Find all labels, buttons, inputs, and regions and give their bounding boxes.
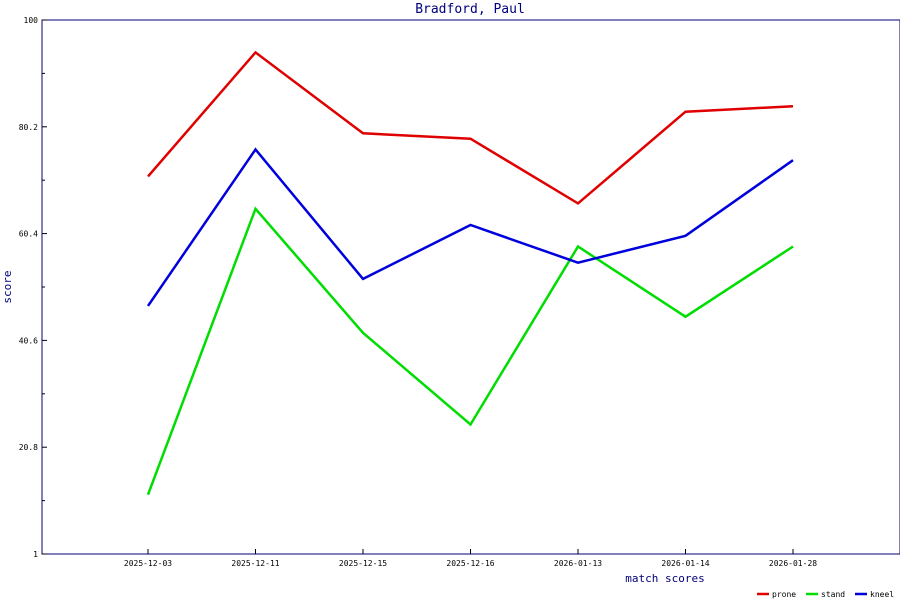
y-axis-label: score <box>1 270 14 303</box>
y-tick-label: 40.6 <box>19 336 38 345</box>
chart-title: Bradford, Paul <box>415 2 525 17</box>
x-tick-label: 2025-12-03 <box>124 559 172 568</box>
x-tick-label: 2026-01-28 <box>769 559 817 568</box>
x-tick-label: 2026-01-14 <box>661 559 709 568</box>
y-tick-label: 80.2 <box>19 123 38 132</box>
x-axis-ticks: 2025-12-03 2025-12-11 2025-12-15 2025-12-16… <box>124 549 817 568</box>
series-lines <box>146 50 794 496</box>
x-axis-label: match scores <box>625 572 704 585</box>
legend-label-prone: prone <box>772 590 796 599</box>
y-tick-label: 1 <box>33 550 38 559</box>
y-tick-label: 100 <box>24 16 39 25</box>
legend-label-stand: stand <box>821 590 845 599</box>
y-tick-label: 20.8 <box>19 443 38 452</box>
series-line-prone <box>147 50 794 205</box>
x-tick-label: 2025-12-11 <box>231 559 279 568</box>
y-tick-label: 60.4 <box>19 230 38 239</box>
x-tick-label: 2025-12-15 <box>339 559 387 568</box>
series-line-stand <box>146 206 794 496</box>
x-tick-label: 2026-01-13 <box>554 559 602 568</box>
chart-legend: prone stand kneel <box>757 590 894 599</box>
x-tick-label: 2025-12-16 <box>446 559 494 568</box>
y-axis-ticks: 1 20.8 40.6 60.4 80.2 100 <box>19 16 47 559</box>
legend-label-kneel: kneel <box>870 590 894 599</box>
series-line-kneel <box>146 147 794 307</box>
